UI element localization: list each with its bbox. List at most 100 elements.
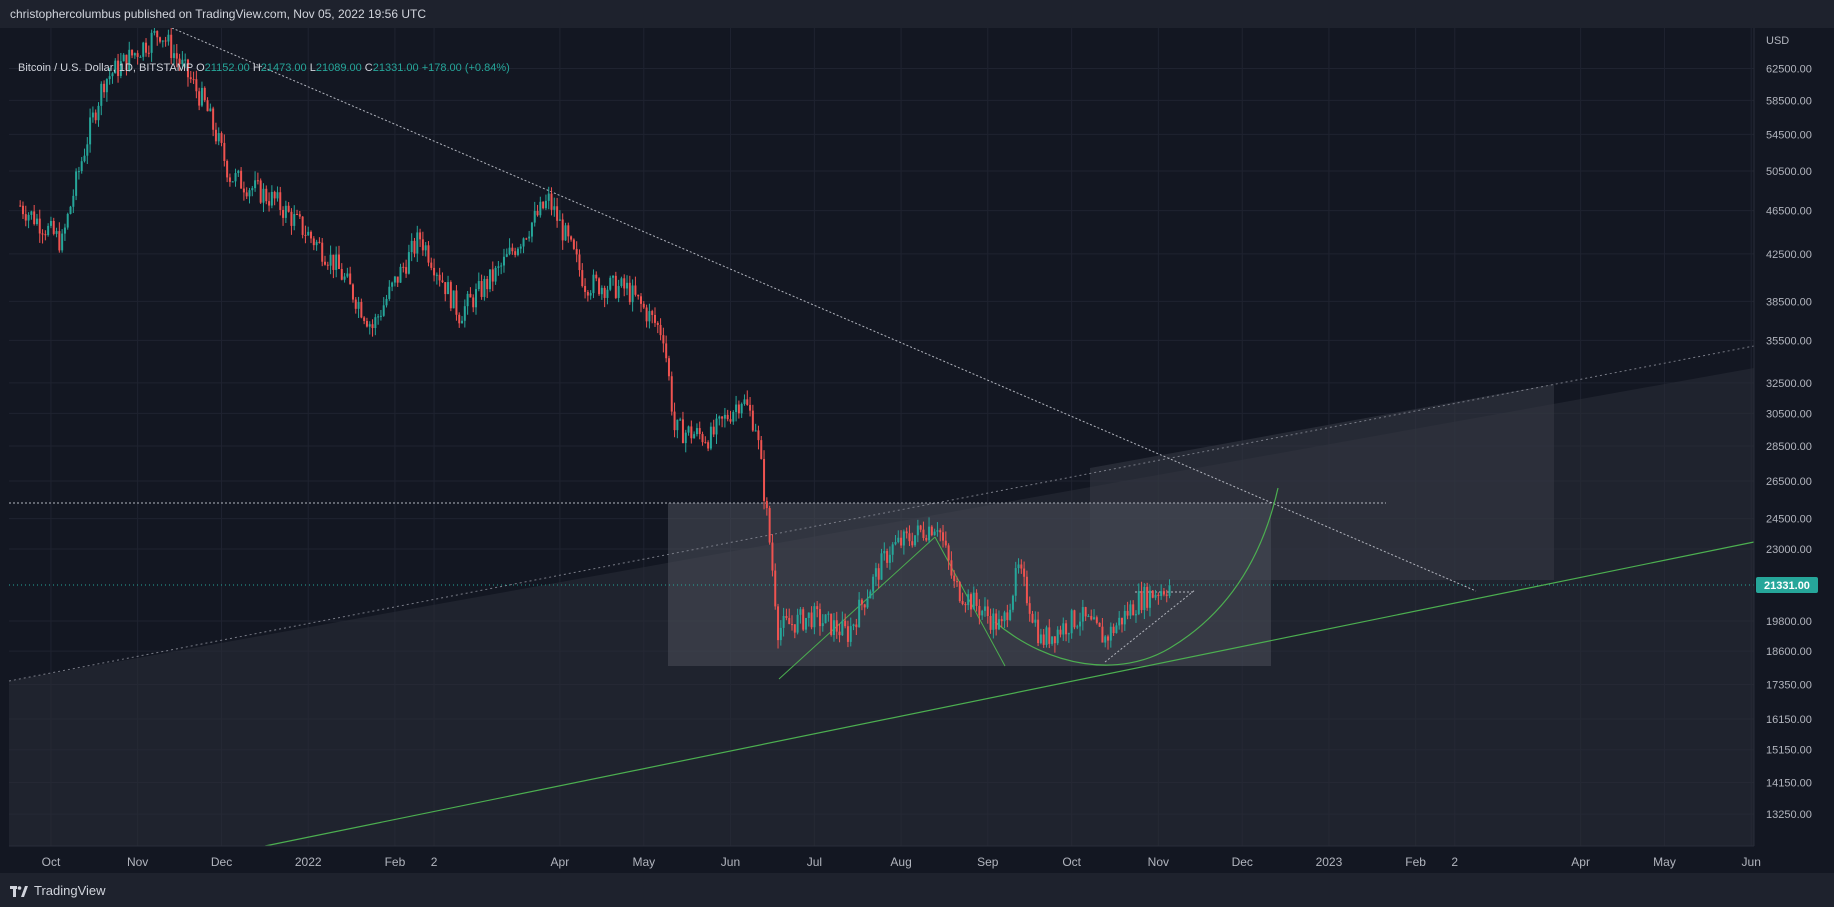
candle-body <box>433 267 436 276</box>
candle-body <box>983 606 986 611</box>
candle-body <box>774 570 777 607</box>
candle-body <box>421 239 424 251</box>
candle-body <box>156 31 159 38</box>
candle-body <box>614 275 617 298</box>
candle-body <box>1134 614 1137 616</box>
candle-body <box>159 37 162 42</box>
candle-body <box>1104 636 1107 643</box>
candle-body <box>200 87 203 106</box>
candle-body <box>424 245 427 251</box>
candle-body <box>846 626 849 642</box>
candle-body <box>38 218 41 234</box>
candle-body <box>578 254 581 271</box>
candle-body <box>500 265 503 267</box>
price-tag-bg <box>1756 577 1818 593</box>
candle-body <box>332 254 335 270</box>
candle-body <box>326 264 329 266</box>
price-chart[interactable]: 62500.00 58500.00 54500.00 50500.00 46500.00… <box>0 28 1834 873</box>
candle-body <box>603 287 606 298</box>
candle-body <box>888 554 891 563</box>
candle-body <box>469 293 472 298</box>
candle-body <box>992 613 995 630</box>
candle-body <box>184 59 187 61</box>
candle-body <box>684 432 687 444</box>
candle-body <box>570 236 573 240</box>
candle-body <box>715 418 718 435</box>
price-tag: 21331.00 <box>1764 580 1810 592</box>
candle-body <box>844 620 847 627</box>
x-tick-label: 2 <box>431 855 438 869</box>
candle-body <box>777 606 780 641</box>
candle-body <box>804 617 807 630</box>
candle-body <box>1081 607 1084 622</box>
candle-body <box>942 532 945 541</box>
x-tick-label: May <box>1653 855 1676 869</box>
candle-body <box>44 234 47 236</box>
y-tick-label: 62500.00 <box>1766 64 1812 76</box>
candle-body <box>933 531 936 536</box>
candle-body <box>637 294 640 297</box>
candle-body <box>667 358 670 377</box>
candle-body <box>751 410 754 431</box>
y-tick-label: 28500.00 <box>1766 441 1812 453</box>
candle-body <box>150 32 153 53</box>
footer-brand[interactable]: TradingView <box>34 882 106 898</box>
candle-body <box>944 540 947 546</box>
candle-body <box>740 403 743 414</box>
open-label: O <box>196 62 205 74</box>
candle-body <box>1107 636 1110 641</box>
candle-body <box>827 613 830 615</box>
candle-body <box>894 542 897 545</box>
candle-body <box>788 618 791 625</box>
candle-body <box>175 53 178 59</box>
candle-body <box>516 248 519 255</box>
candle-body <box>961 601 964 605</box>
candle-body <box>77 171 80 173</box>
candle-body <box>598 278 601 295</box>
candle-body <box>707 442 710 449</box>
price-axis[interactable] <box>1754 28 1834 846</box>
candle-body <box>1115 625 1118 634</box>
candle-body <box>86 144 89 156</box>
support-trendline <box>264 541 1755 847</box>
candle-body <box>712 426 715 435</box>
descending-trendline <box>171 28 1477 592</box>
candle-body <box>936 530 939 532</box>
candle-body <box>1073 610 1076 628</box>
candle-body <box>1109 626 1112 641</box>
candle-body <box>80 161 83 172</box>
y-tick-label: 16150.00 <box>1766 714 1812 726</box>
candle-body <box>444 282 447 295</box>
candle-body <box>869 591 872 599</box>
x-tick-label: Jun <box>1742 855 1761 869</box>
candle-body <box>592 274 595 294</box>
candle-body <box>35 218 38 225</box>
y-tick-label: 30500.00 <box>1766 408 1812 420</box>
candle-body <box>855 624 858 628</box>
candle-body <box>1101 626 1104 643</box>
candle-body <box>217 133 220 142</box>
candle-body <box>374 317 377 329</box>
chart-area[interactable]: 62500.00 58500.00 54500.00 50500.00 46500.00… <box>0 28 1834 873</box>
candle-body <box>251 188 254 191</box>
candle-body <box>1132 604 1135 616</box>
candle-body <box>1146 586 1149 608</box>
candle-body <box>89 117 92 145</box>
tradingview-logo-icon[interactable] <box>10 885 28 897</box>
candle-body <box>953 575 956 582</box>
candle-body <box>981 610 984 616</box>
candle-body <box>721 416 724 419</box>
candle-body <box>754 430 757 432</box>
candle-body <box>181 59 184 65</box>
candle-body <box>131 49 134 56</box>
candle-body <box>354 299 357 309</box>
candle-body <box>382 305 385 316</box>
candle-body <box>886 551 889 563</box>
candle-body <box>648 311 651 322</box>
candle-body <box>673 411 676 431</box>
time-axis[interactable] <box>0 846 1834 873</box>
candle-body <box>883 551 886 554</box>
candle-body <box>30 211 33 215</box>
candle-body <box>877 568 880 580</box>
candle-body <box>1123 610 1126 625</box>
